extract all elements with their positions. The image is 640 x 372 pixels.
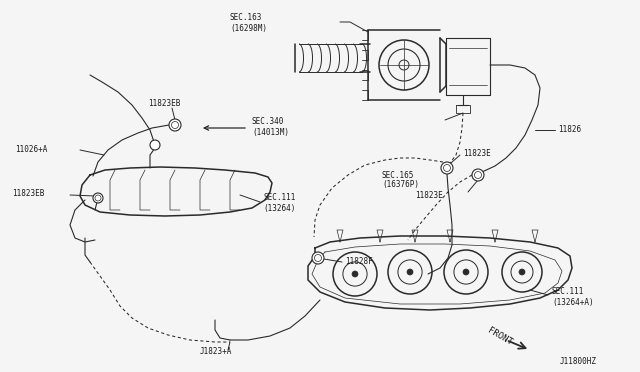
Text: 11823E: 11823E (415, 192, 443, 201)
Text: J1823+A: J1823+A (200, 347, 232, 356)
Text: 11823EB: 11823EB (12, 189, 44, 199)
Text: (13264+A): (13264+A) (552, 298, 594, 307)
Text: J11800HZ: J11800HZ (560, 357, 597, 366)
Circle shape (169, 119, 181, 131)
Text: 11026+A: 11026+A (15, 145, 47, 154)
Text: (16376P): (16376P) (382, 180, 419, 189)
Circle shape (407, 269, 413, 275)
Text: SEC.163: SEC.163 (230, 13, 262, 22)
Text: (13264): (13264) (263, 203, 296, 212)
Circle shape (93, 193, 103, 203)
Circle shape (519, 269, 525, 275)
Text: SEC.340: SEC.340 (252, 118, 284, 126)
Text: SEC.111: SEC.111 (552, 288, 584, 296)
Text: (16298M): (16298M) (230, 23, 267, 32)
Text: FRONT: FRONT (486, 326, 513, 347)
Text: SEC.165: SEC.165 (382, 170, 414, 180)
Circle shape (150, 140, 160, 150)
Circle shape (472, 169, 484, 181)
Circle shape (352, 271, 358, 277)
Text: SEC.111: SEC.111 (263, 193, 296, 202)
Text: 11826: 11826 (558, 125, 581, 135)
Text: 11823E: 11823E (463, 148, 491, 157)
Circle shape (441, 162, 453, 174)
Text: 11823EB: 11823EB (148, 99, 180, 109)
Circle shape (463, 269, 469, 275)
Circle shape (312, 252, 324, 264)
Text: 11828F: 11828F (345, 257, 372, 266)
Text: (14013M): (14013M) (252, 128, 289, 137)
